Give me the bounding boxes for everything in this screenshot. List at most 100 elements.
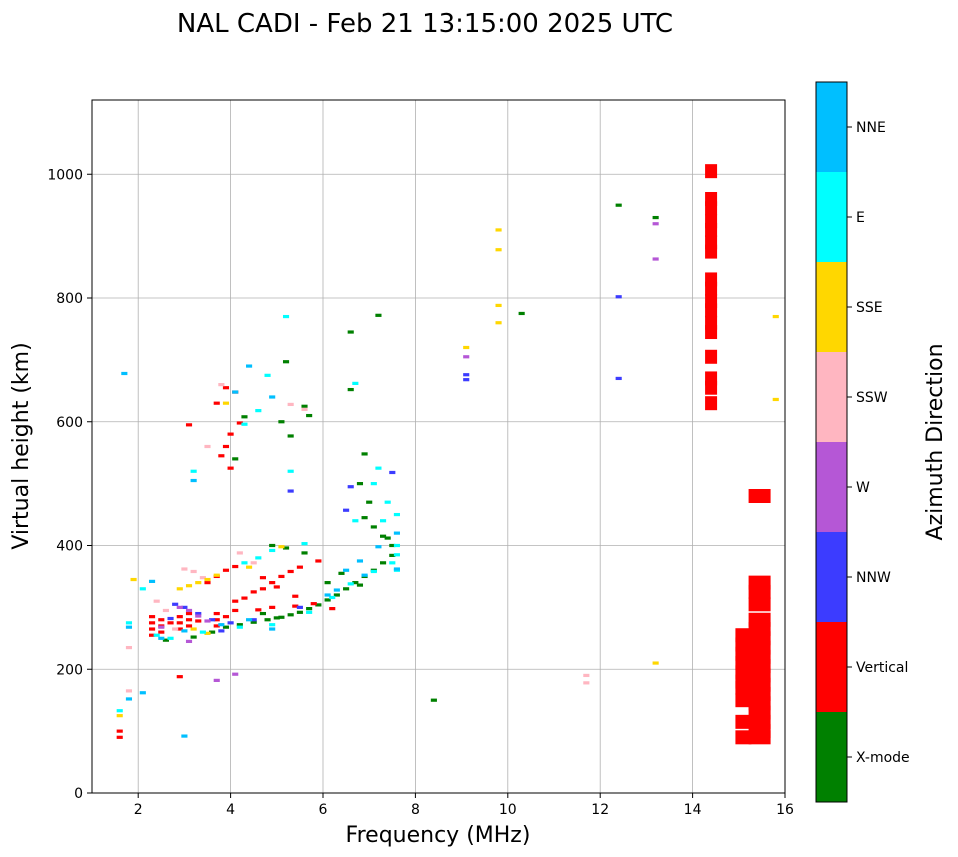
data-point [329,595,336,600]
data-point [347,582,354,586]
series-vertical [116,164,771,745]
data-point [269,543,276,548]
data-point [310,602,317,606]
data-point [306,413,313,418]
data-point [380,561,387,565]
data-marks [116,164,779,745]
data-point [705,380,718,395]
data-point [139,587,146,591]
data-point [213,618,220,622]
data-point [583,681,590,685]
data-point [361,452,368,456]
data-point [227,432,234,436]
data-point [269,627,276,631]
data-point [172,602,179,606]
data-point [121,371,128,376]
data-point [333,588,340,592]
data-point [393,531,400,535]
data-point [370,525,377,529]
data-point [324,593,331,597]
data-point [199,576,206,580]
data-point [162,638,169,642]
y-axis-ticks: 0 200 400 600 800 1000 [47,167,92,802]
data-point [209,630,216,634]
data-point [218,454,225,458]
data-point [282,314,290,319]
data-point [176,615,183,619]
data-point [250,561,257,565]
data-point [306,607,313,611]
colorbar-segment [816,262,847,352]
data-point [241,561,248,565]
data-point [292,604,299,608]
data-point [227,621,234,625]
data-point [176,621,183,625]
data-point [705,349,718,364]
data-point [185,618,193,622]
data-point [370,482,377,486]
data-point [250,620,257,624]
data-point [705,244,718,259]
data-point [356,482,364,486]
data-point [652,215,659,220]
data-point [705,303,718,318]
x-tick-label: 4 [226,802,235,818]
data-point [652,661,659,665]
data-point [287,569,294,574]
data-point [278,615,285,619]
data-point [269,581,276,585]
y-tick-label: 0 [74,786,83,802]
data-point [705,281,718,296]
data-point [352,581,359,585]
data-point [199,630,206,634]
data-point [190,478,197,483]
series-x-mode [162,197,761,702]
data-point [315,559,322,563]
data-point [615,376,622,381]
data-point [301,551,308,555]
data-point [255,409,262,413]
data-point [162,608,169,613]
data-point [287,469,294,473]
data-point [347,387,354,392]
data-point [292,594,299,598]
data-point [352,519,359,523]
data-point [393,553,400,557]
series-ssw [125,383,590,693]
data-point [125,689,133,693]
data-point [269,605,276,609]
data-point [356,583,364,587]
data-point [209,618,216,622]
data-point [652,222,659,226]
x-tick-label: 10 [499,802,517,818]
data-point [246,618,253,622]
data-point [375,545,382,549]
data-point [185,608,193,613]
data-point [222,401,230,405]
data-point [301,542,308,546]
data-point [195,614,202,618]
plot-area: 2 4 6 8 10 12 14 16 0 200 400 600 800 1000 [47,99,794,818]
data-point [176,627,183,631]
y-axis-label: Virtual height (km) [9,342,34,549]
data-point [338,571,345,575]
data-point [384,536,391,540]
data-point [347,330,354,334]
data-point [393,543,400,548]
data-point [246,364,253,368]
data-point [185,639,193,644]
colorbar-segment [816,622,847,712]
data-point [218,629,225,633]
data-point [222,444,230,449]
data-point [735,693,752,708]
data-point [463,378,470,382]
data-point [185,584,193,588]
data-point [296,610,303,614]
data-point [167,616,174,621]
data-point [269,548,276,553]
data-point [172,627,179,631]
data-point [389,543,396,548]
colorbar-tick-label: SSW [856,390,888,406]
data-point [241,596,248,600]
